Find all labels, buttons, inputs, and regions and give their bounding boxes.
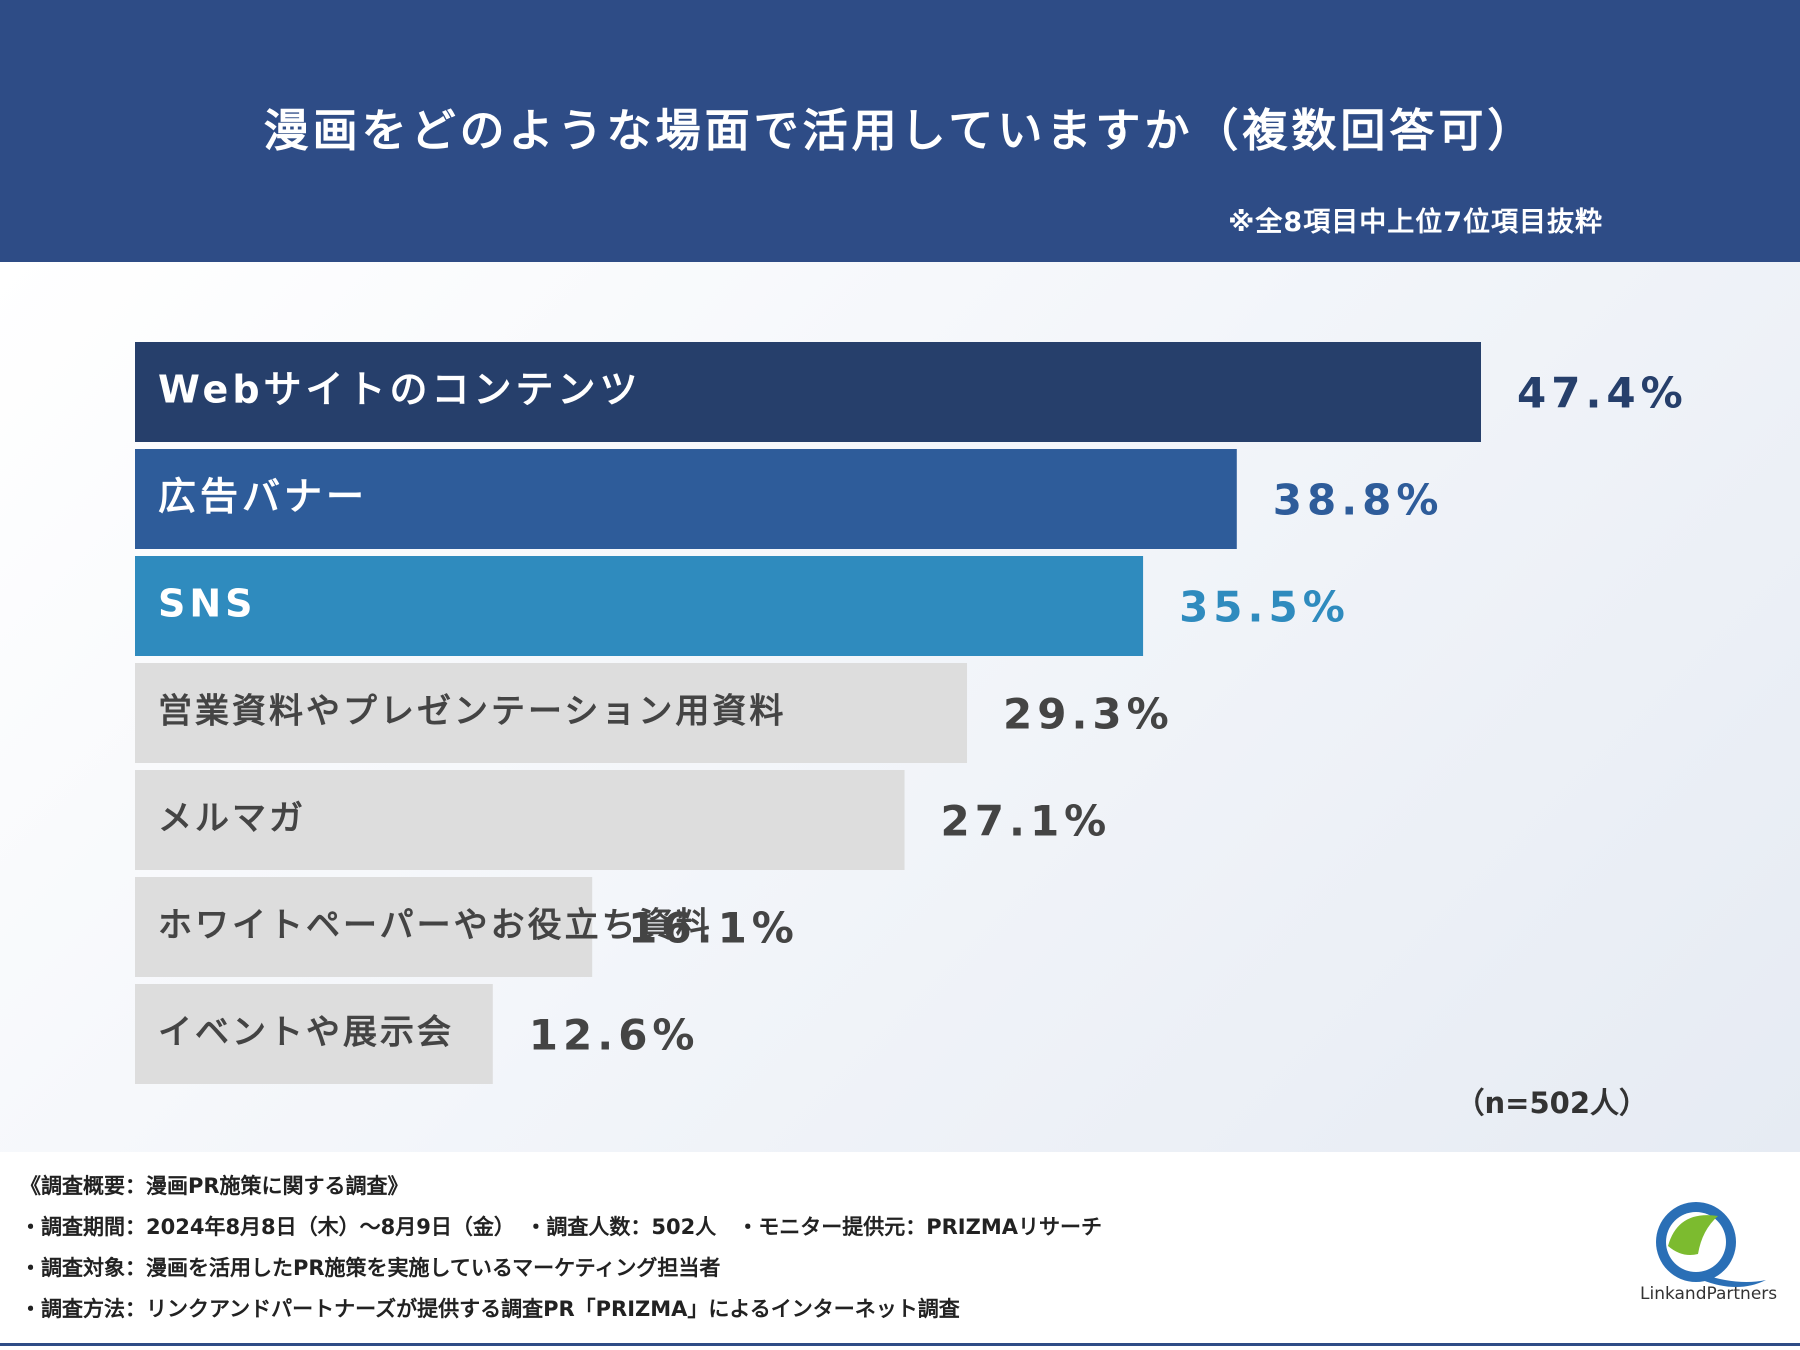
value-label-4: 29.3%: [1003, 690, 1174, 739]
page-title: 漫画をどのような場面で活用していますか（複数回答可）: [263, 104, 1537, 157]
survey-period: ・調査期間：2024年8月8日（木）〜8月9日（金） ・調査人数：502人 ・モ…: [20, 1215, 1102, 1239]
bar-7: [135, 984, 493, 1084]
bar-6: [135, 877, 593, 977]
bar-1: [135, 342, 1481, 442]
footer: 《調査概要：漫画PR施策に関する調査》 ・調査期間：2024年8月8日（木）〜8…: [0, 1152, 1800, 1350]
bar-chart: Webサイトのコンテンツ 47.4% 広告バナー 38.8% SNS 35.5% 営業資料や…: [135, 342, 1688, 1084]
survey-method: ・調査方法：リンクアンドパートナーズが提供する調査PR「PRIZMA」によるイン…: [20, 1297, 960, 1321]
bar-label-7: イベントや展示会: [158, 1013, 454, 1053]
value-label-7: 12.6%: [529, 1011, 700, 1060]
value-label-2: 38.8%: [1273, 476, 1444, 525]
header-banner: 漫画をどのような場面で活用していますか（複数回答可） ※全8項目中上位7位項目抜…: [0, 0, 1800, 262]
bar-5: [135, 770, 905, 870]
bar-label-4: 営業資料やプレゼンテーション用資料: [158, 692, 786, 732]
bar-label-5: メルマガ: [158, 799, 306, 839]
survey-overview: 《調査概要：漫画PR施策に関する調査》 ・調査期間：2024年8月8日（木）〜8…: [20, 1166, 1102, 1330]
survey-target: ・調査対象：漫画を活用したPR施策を実施しているマーケティング担当者: [20, 1256, 721, 1280]
sample-size: （n=502人）: [1455, 1086, 1648, 1120]
company-logo: [1656, 1202, 1766, 1287]
bottom-rule: [0, 1343, 1800, 1346]
value-label-3: 35.5%: [1179, 583, 1350, 632]
bar-label-6: ホワイトペーパーやお役立ち資料: [158, 906, 713, 946]
logo-text: LinkandPartners: [1640, 1284, 1778, 1304]
bar-2: [135, 449, 1237, 549]
bar-label-1: Webサイトのコンテンツ: [158, 368, 642, 412]
bar-4: [135, 663, 968, 763]
subset-note: ※全8項目中上位7位項目抜粋: [1228, 207, 1603, 238]
value-label-6: 16.1%: [628, 904, 799, 953]
bar-3: [135, 556, 1144, 656]
survey-title: 《調査概要：漫画PR施策に関する調査》: [20, 1174, 409, 1198]
value-label-1: 47.4%: [1517, 369, 1688, 418]
bar-label-2: 広告バナー: [158, 475, 368, 519]
bar-label-3: SNS: [158, 582, 257, 626]
chart-area: Webサイトのコンテンツ 47.4% 広告バナー 38.8% SNS 35.5% 営業資料や…: [0, 262, 1800, 1152]
value-label-5: 27.1%: [941, 797, 1112, 846]
